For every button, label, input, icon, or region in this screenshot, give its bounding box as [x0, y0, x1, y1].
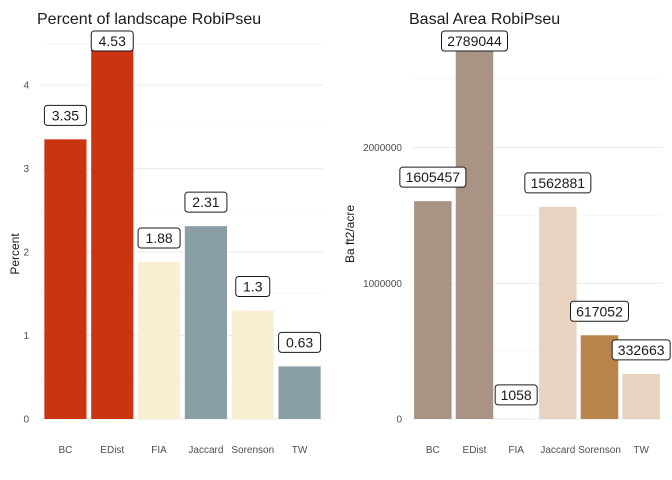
percent-data-label: 2.31 [192, 194, 219, 210]
basal-area-bar-edist [455, 40, 494, 419]
basal-area-data-label-box [611, 339, 671, 361]
basal-area-category-label: Sorenson [578, 445, 621, 456]
percent-data-label-box [137, 227, 181, 249]
percent-data-label: 1.88 [145, 230, 172, 246]
basal-area-ytick-label: 1000000 [363, 279, 402, 290]
basal-area-ytick-label: 2000000 [363, 143, 402, 154]
basal-area-category-label: TW [633, 445, 649, 456]
percent-data-label-box [184, 191, 228, 213]
percent-bar-sorenson [231, 310, 274, 419]
basal-area-chart-ylabel: Ba ft2/acre [343, 205, 357, 263]
percent-chart-panel: Percent of landscape RobiPseu Percent 0 1… [8, 11, 323, 456]
percent-category-label: TW [292, 445, 308, 456]
percent-data-label: 1.3 [243, 278, 263, 294]
basal-area-category-label: Jaccard [540, 445, 575, 456]
percent-data-label-box [43, 104, 87, 126]
percent-bar-jaccard [184, 226, 227, 419]
basal-area-data-label-box [399, 166, 467, 188]
basal-area-chart-title: Basal Area RobiPseu [409, 11, 560, 28]
percent-gridlines [42, 42, 323, 420]
percent-data-label: 3.35 [52, 107, 79, 123]
percent-bar-fia [138, 262, 181, 419]
percent-ytick-label: 0 [23, 415, 29, 426]
basal-area-bar-tw [622, 373, 660, 419]
basal-area-data-label-box [524, 172, 592, 194]
percent-chart-title: Percent of landscape RobiPseu [37, 11, 261, 28]
percent-data-label-box [235, 275, 271, 297]
percent-bar-tw [278, 366, 321, 419]
percent-category-label: BC [58, 445, 72, 456]
percent-category-label: Sorenson [231, 445, 274, 456]
percent-bar-bc [44, 139, 87, 419]
percent-data-label-box [278, 331, 322, 353]
percent-data-label: 0.63 [286, 334, 313, 350]
basal-area-data-label: 2789044 [447, 33, 502, 49]
percent-data-label-box [90, 30, 134, 52]
percent-data-label: 4.53 [99, 33, 126, 49]
basal-area-data-label: 1562881 [531, 175, 586, 191]
basal-area-data-label-box [441, 30, 508, 52]
percent-ytick-label: 4 [23, 81, 29, 92]
percent-chart-ylabel: Percent [8, 233, 22, 275]
percent-ytick-label: 1 [23, 331, 29, 342]
percent-category-label: FIA [151, 445, 167, 456]
basal-area-data-label-box [570, 300, 629, 322]
percent-category-label: EDist [100, 445, 124, 456]
basal-area-category-label: FIA [508, 445, 524, 456]
percent-ytick-label: 2 [23, 248, 29, 259]
basal-area-data-label: 1605457 [406, 169, 461, 185]
basal-area-category-label: BC [426, 445, 440, 456]
basal-area-data-label: 617052 [576, 303, 623, 319]
basal-area-ytick-label: 0 [396, 415, 402, 426]
basal-area-data-label: 332663 [618, 342, 665, 358]
basal-area-bar-bc [414, 201, 452, 419]
percent-bar-edist [91, 40, 134, 420]
basal-area-category-label: EDist [463, 445, 487, 456]
percent-category-label: Jaccard [188, 445, 223, 456]
basal-area-chart-panel: Basal Area RobiPseu Ba ft2/acre 0 1000000… [343, 11, 671, 456]
basal-area-data-label: 1058 [501, 387, 532, 403]
basal-area-data-label-box [494, 384, 538, 406]
percent-ytick-label: 3 [23, 164, 29, 175]
